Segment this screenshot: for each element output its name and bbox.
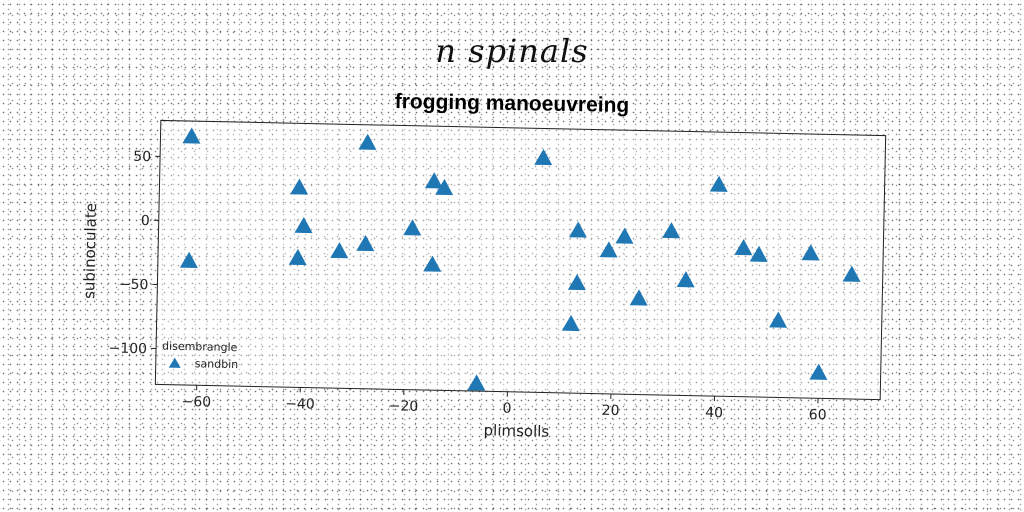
scatter-point: [567, 273, 586, 291]
legend-label-sandbin: sandbin: [195, 357, 239, 371]
scatter-point: [568, 221, 587, 238]
y-tick-label: 0: [141, 213, 150, 229]
scatter-point: [330, 242, 349, 259]
x-axis-label: plimsolls: [483, 421, 549, 440]
x-tick-label: −20: [389, 398, 419, 415]
scatter-point: [809, 363, 828, 380]
y-ticks: −100 −50 0 50: [108, 149, 161, 358]
x-tick-label: 0: [502, 401, 511, 417]
x-tick-label: 40: [705, 405, 723, 421]
scatter-point: [749, 245, 768, 262]
legend-title: disembrangle: [162, 340, 238, 355]
x-tick-label: 60: [809, 407, 827, 423]
x-tick-label: −40: [285, 396, 315, 413]
scatter-point: [561, 314, 580, 332]
chart-suptitle: n spinals: [435, 32, 589, 70]
x-ticks: −60 −40 −20 0 20 40 60: [181, 385, 827, 423]
scatter-point: [435, 178, 454, 196]
scatter-point: [734, 239, 753, 256]
scatter-point: [288, 248, 307, 266]
scatter-point: [290, 178, 309, 195]
scatter-point: [662, 222, 681, 239]
scatter-point: [534, 148, 553, 166]
scatter-point: [709, 175, 728, 192]
y-axis-label: subinoculate: [80, 203, 100, 299]
scatter-point: [842, 265, 861, 282]
y-tick-label: 50: [133, 149, 151, 165]
legend: disembrangle sandbin: [162, 340, 239, 372]
plot-area: [154, 119, 887, 401]
scatter-point: [676, 271, 695, 288]
scatter-point: [179, 251, 198, 268]
scatter-point: [403, 219, 422, 236]
x-tick-label: −60: [181, 394, 211, 411]
scatter-point: [599, 241, 618, 258]
y-tick-label: −50: [119, 277, 149, 294]
scatter-point: [356, 234, 375, 252]
legend-marker: [168, 357, 181, 368]
scatter-point: [182, 127, 201, 144]
scatter-point: [424, 172, 443, 189]
scatter-point: [801, 244, 820, 261]
scatter-point: [629, 289, 648, 306]
x-tick-label: 20: [601, 403, 619, 419]
markers: [179, 127, 861, 391]
scatter-point: [423, 255, 442, 272]
axes-group: −60 −40 −20 0 20 40 60 −100 −50 0 50 plimsolls su…: [80, 119, 887, 441]
scatter-point: [615, 227, 634, 244]
scatter-point: [769, 311, 788, 328]
scatter-point: [467, 374, 486, 391]
scatter-point: [294, 216, 313, 234]
scatter-point: [358, 133, 377, 150]
y-tick-label: −100: [108, 341, 147, 358]
